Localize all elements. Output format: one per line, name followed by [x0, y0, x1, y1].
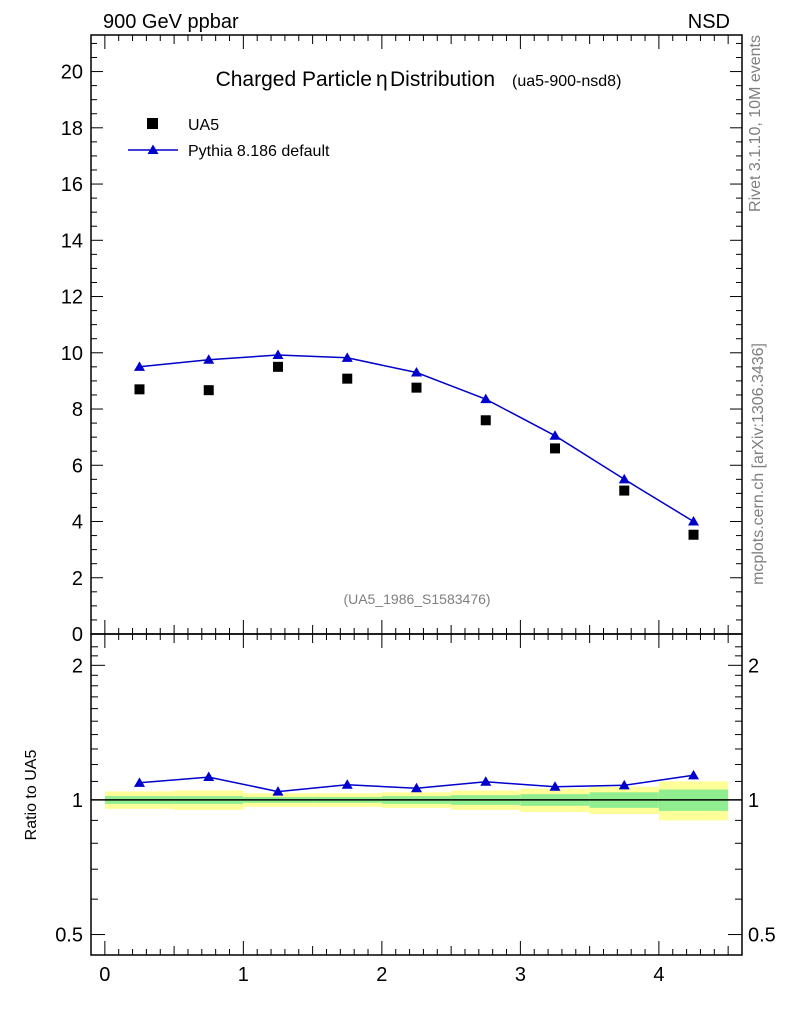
ua5-point	[550, 443, 561, 454]
x-axis: 0 1 2 3 4	[99, 634, 729, 986]
pythia-point	[133, 361, 145, 371]
main-x-ticks	[104, 35, 729, 634]
rivet-label: Rivet 3.1.10, 10M events	[747, 35, 764, 212]
main-ytick-label: 16	[61, 174, 83, 196]
main-ytick-label: 14	[61, 230, 83, 252]
ua5-point	[203, 385, 214, 396]
ua5-point	[272, 361, 283, 372]
pythia-point	[272, 349, 284, 360]
main-ytick-label: 0	[72, 624, 83, 646]
main-ytick-label: 6	[72, 455, 83, 477]
pythia-point	[341, 352, 353, 362]
legend-pythia-label: Pythia 8.186 default	[188, 143, 330, 160]
pythia-point	[411, 366, 422, 377]
mcplots-label: mcplots.cern.ch [arXiv:1306.3436]	[750, 343, 767, 585]
header-left-label: 900 GeV ppbar	[103, 11, 239, 33]
x-tick-label: 0	[99, 964, 110, 986]
pythia-point	[618, 473, 630, 484]
main-ytick-label: 4	[72, 512, 83, 534]
ratio-point	[480, 776, 492, 786]
x-tick-label: 3	[515, 964, 526, 986]
ratio-point	[411, 782, 422, 793]
ua5-point	[134, 384, 145, 395]
main-data	[133, 349, 700, 540]
ratio-point	[203, 771, 215, 782]
x-tick-label: 4	[653, 964, 664, 986]
ratio-ytick-label-right: 1	[748, 790, 759, 812]
ratio-point	[341, 779, 353, 789]
ratio-ytick-label-right: 0.5	[748, 925, 776, 947]
watermark-label: (UA5_1986_S1583476)	[343, 591, 490, 607]
ratio-point	[272, 786, 284, 796]
ratio-frame	[90, 633, 743, 956]
ua5-point	[342, 373, 353, 384]
legend-ua5-label: UA5	[188, 117, 219, 134]
main-title: Charged Particle	[216, 68, 372, 91]
main-ytick-label: 8	[72, 399, 83, 421]
pythia-point	[480, 393, 492, 404]
ratio-data	[133, 769, 700, 796]
main-y-axis: 0 2 4 6 8 10 12 14 16 18 20	[61, 42, 742, 646]
main-panel: 0 2 4 6 8 10 12 14 16 18 20 Charged Particle η Dis…	[61, 34, 743, 646]
header-right-label: NSD	[688, 11, 730, 33]
pythia-line	[139, 354, 694, 523]
pythia-point	[549, 430, 561, 440]
main-ytick-label: 10	[61, 343, 83, 365]
title-eta-symbol: η	[376, 68, 388, 91]
title-tag: (ua5-900-nsd8)	[512, 73, 621, 90]
title-distribution: Distribution	[390, 68, 495, 91]
ratio-point	[133, 777, 145, 787]
ratio-ylabel: Ratio to UA5	[23, 750, 40, 841]
main-ytick-label: 2	[72, 568, 83, 590]
main-ytick-label: 20	[61, 62, 83, 84]
ua5-point	[411, 382, 422, 393]
ua5-point	[480, 415, 491, 426]
ratio-ytick-label: 1	[72, 790, 83, 812]
legend: UA5 Pythia 8.186 default	[128, 117, 330, 160]
ratio-point	[618, 779, 630, 790]
ratio-point	[688, 769, 700, 780]
ratio-point	[549, 781, 561, 791]
ratio-ytick-label: 2	[72, 655, 83, 677]
ratio-ytick-label: 0.5	[55, 925, 83, 947]
main-ytick-label: 18	[61, 118, 83, 140]
x-tick-label: 1	[238, 964, 249, 986]
pythia-point	[203, 354, 215, 364]
ua5-point	[619, 485, 630, 496]
legend-ua5-marker	[147, 118, 158, 129]
pythia-point	[688, 516, 700, 526]
ratio-ytick-label-right: 2	[748, 655, 759, 677]
legend-pythia-marker	[147, 144, 159, 154]
x-tick-label: 2	[376, 964, 387, 986]
ratio-panel: 0.5 0.5 1 1 2 2 0 1 2 3 4 Ratio to UA5	[23, 633, 776, 986]
main-ytick-label: 12	[61, 287, 83, 309]
ratio-y-axis: 0.5 0.5 1 1 2 2	[55, 646, 776, 947]
ua5-point	[688, 529, 699, 540]
